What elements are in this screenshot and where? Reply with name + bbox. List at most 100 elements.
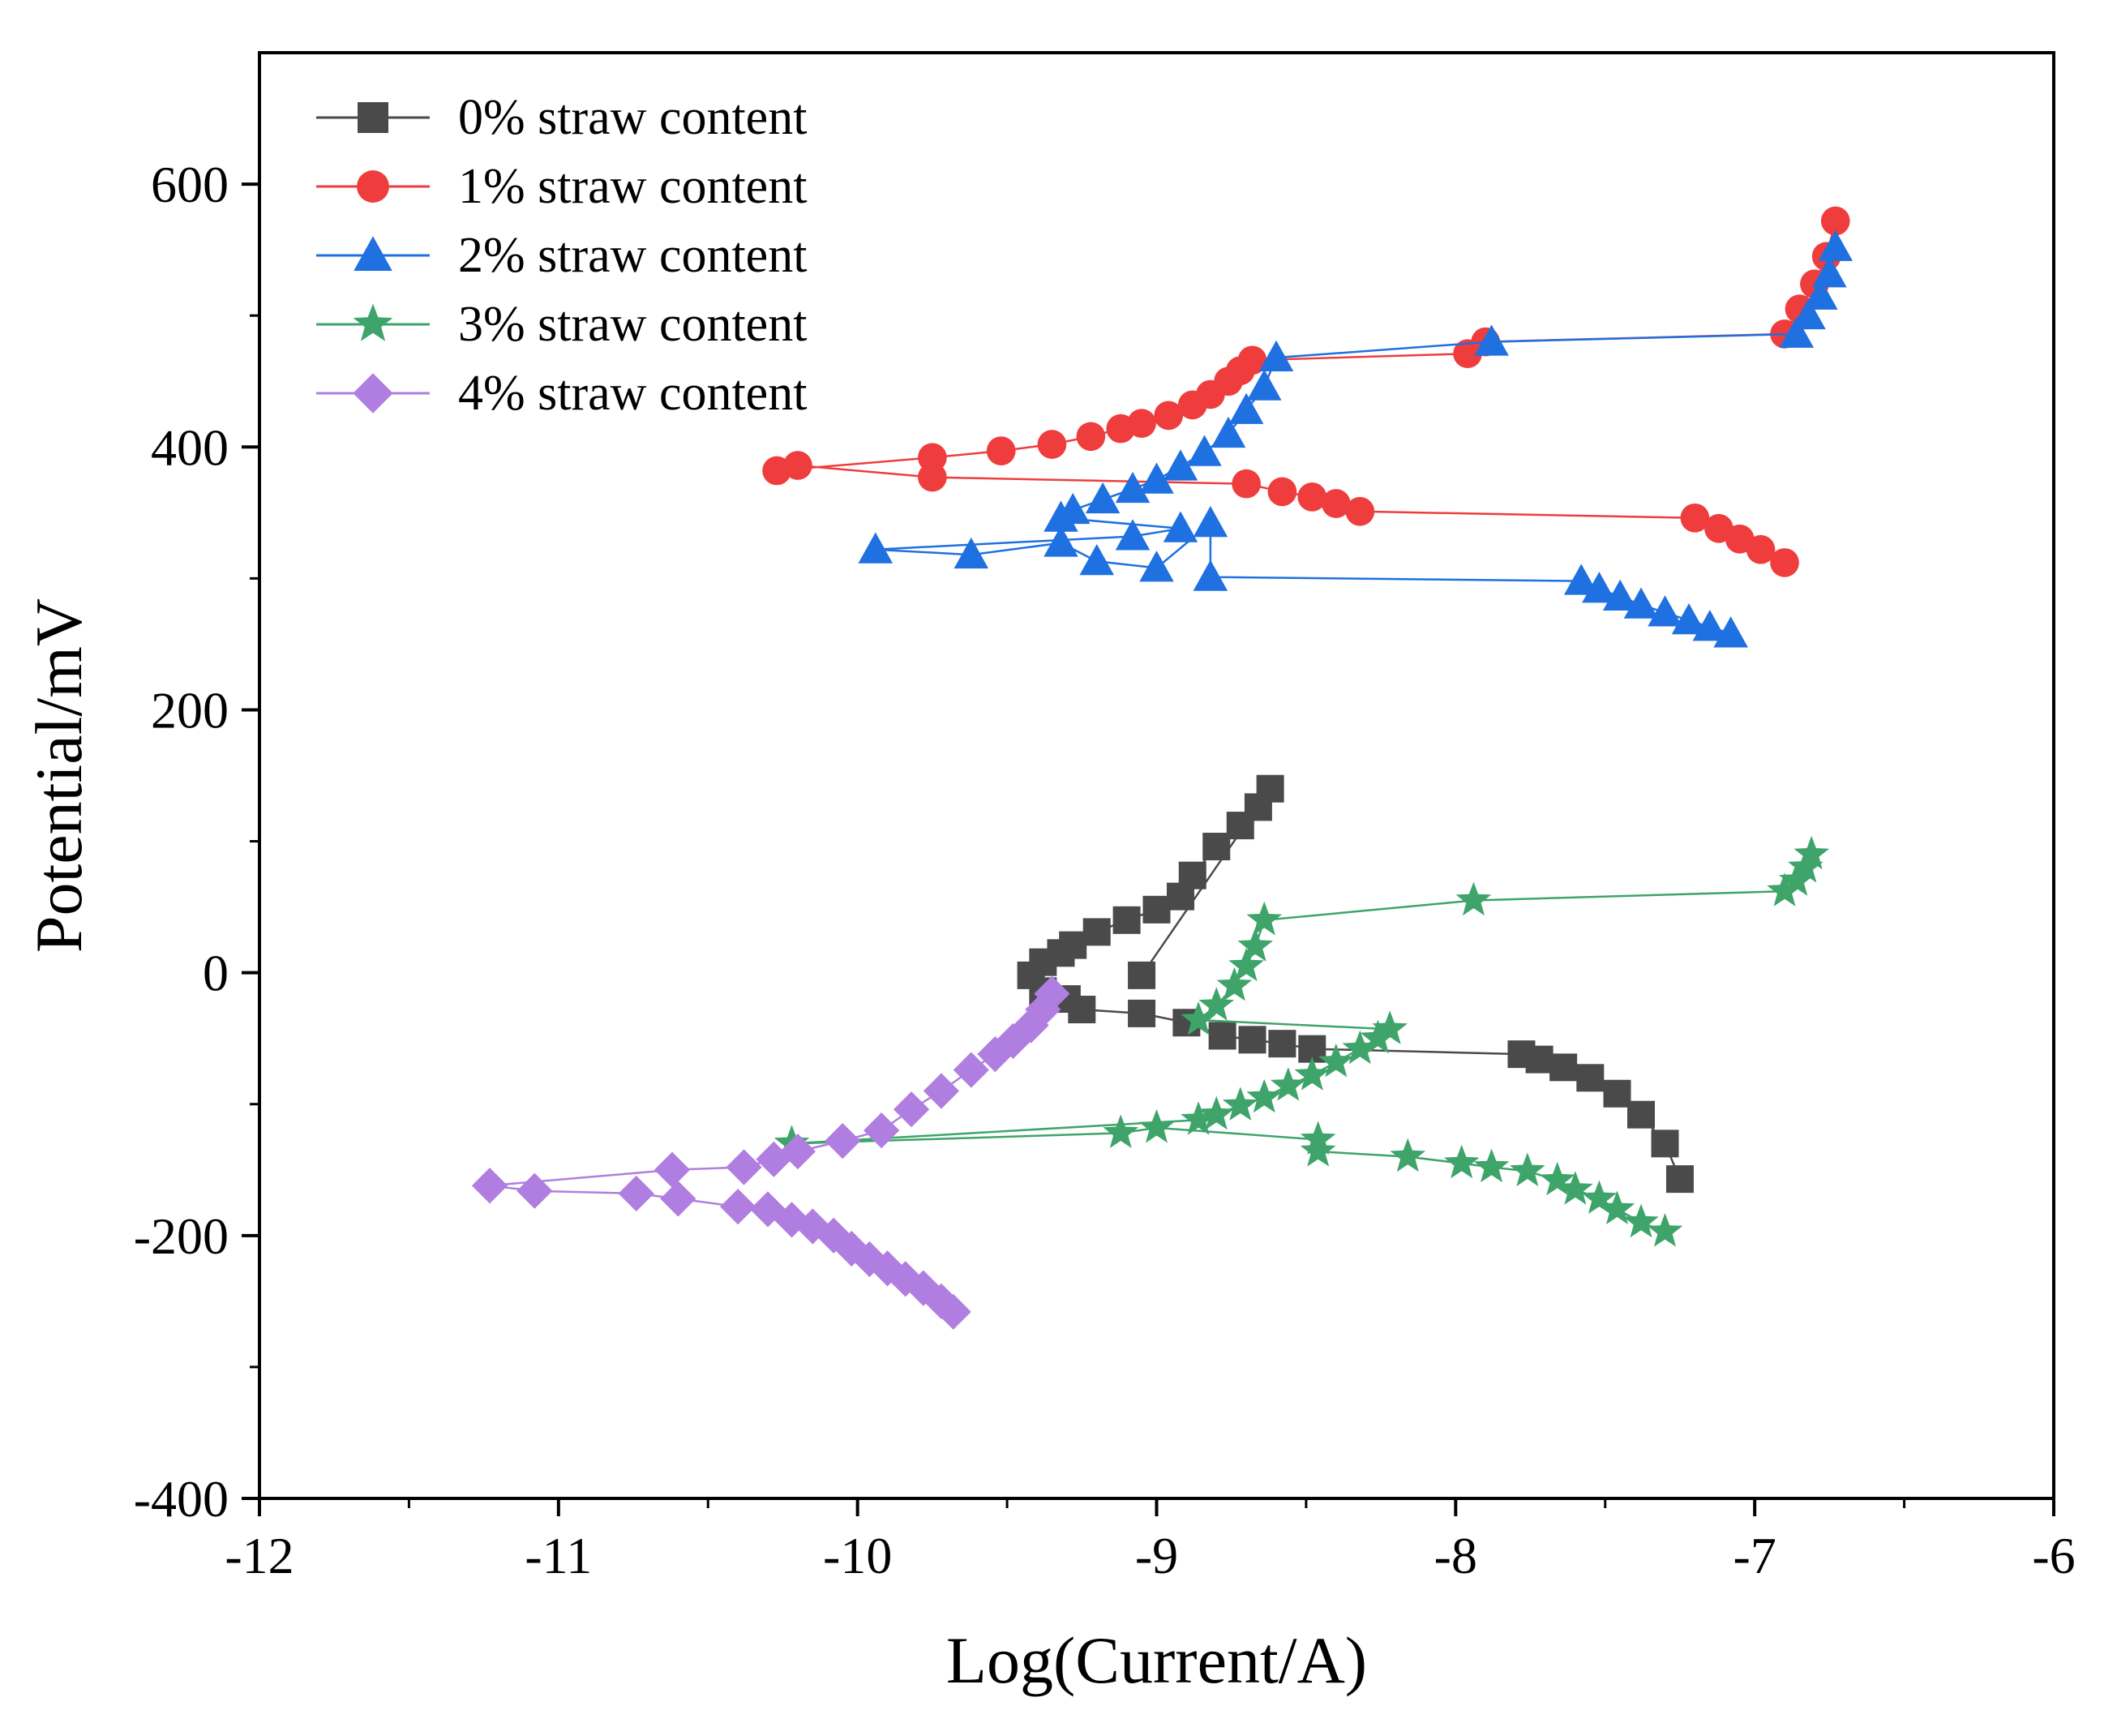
data-point xyxy=(858,532,894,564)
data-point xyxy=(1474,324,1509,356)
data-point xyxy=(1582,572,1617,603)
legend-item-3: 3% straw content xyxy=(316,297,807,352)
data-point xyxy=(1128,999,1156,1027)
data-point xyxy=(1812,256,1847,288)
series-2 xyxy=(858,229,1853,648)
x-tick-label: -12 xyxy=(225,1527,294,1584)
data-point xyxy=(1187,435,1222,466)
data-point xyxy=(1198,1095,1235,1130)
data-point xyxy=(1055,492,1091,525)
data-point xyxy=(1181,1101,1216,1135)
x-axis-title: Log(Current/A) xyxy=(946,1623,1367,1697)
data-point xyxy=(953,1052,989,1088)
data-point xyxy=(1103,1114,1139,1148)
data-point xyxy=(1294,1057,1331,1091)
data-point xyxy=(1216,967,1253,1001)
y-tick-label: 0 xyxy=(203,945,229,1002)
legend-marker xyxy=(357,170,389,203)
data-point xyxy=(1178,861,1206,889)
y-axis-title: Potential/mV xyxy=(22,598,96,953)
data-point xyxy=(1671,602,1707,635)
data-point xyxy=(1623,587,1659,619)
data-point xyxy=(1163,449,1198,481)
data-point xyxy=(1510,1152,1545,1186)
y-tick-label: -400 xyxy=(134,1470,229,1528)
data-point xyxy=(1076,422,1106,452)
x-tick-label: -9 xyxy=(1135,1527,1178,1584)
data-point xyxy=(1549,1053,1578,1082)
legend-label: 4% straw content xyxy=(458,366,807,421)
data-point xyxy=(1044,525,1078,557)
data-point xyxy=(1154,401,1184,431)
data-point xyxy=(1321,489,1351,518)
data-point xyxy=(1318,1043,1354,1078)
data-point xyxy=(1342,1030,1378,1065)
data-point xyxy=(1627,1100,1656,1129)
data-point xyxy=(1256,774,1284,803)
data-point xyxy=(1193,506,1228,538)
data-point xyxy=(1300,1133,1336,1167)
data-point xyxy=(1665,1165,1694,1194)
data-point xyxy=(1079,544,1114,576)
legend-label: 1% straw content xyxy=(458,159,807,214)
data-point xyxy=(1647,1213,1683,1247)
data-point xyxy=(1623,1203,1659,1238)
data-point xyxy=(1271,1067,1306,1101)
legend-marker xyxy=(358,102,388,133)
data-point xyxy=(1372,1010,1408,1044)
data-point xyxy=(825,1123,861,1159)
data-point xyxy=(986,436,1016,465)
series-0 xyxy=(1017,774,1694,1194)
data-point xyxy=(864,1112,900,1149)
data-point xyxy=(654,1151,691,1188)
data-point xyxy=(905,1270,941,1306)
data-point xyxy=(1803,278,1838,310)
data-point xyxy=(779,1133,816,1170)
data-point xyxy=(1202,833,1231,861)
data-point xyxy=(1443,1144,1480,1179)
data-point xyxy=(1138,1109,1175,1143)
data-point xyxy=(1115,519,1151,551)
data-point xyxy=(1267,477,1297,507)
data-point xyxy=(1793,835,1830,870)
legend-item-0: 0% straw content xyxy=(316,90,807,145)
data-point xyxy=(1345,496,1375,526)
x-tick-label: -7 xyxy=(1733,1527,1776,1584)
data-point xyxy=(1563,564,1599,595)
data-point xyxy=(762,456,791,486)
legend-label: 0% straw content xyxy=(458,90,807,145)
data-point xyxy=(1082,918,1111,946)
data-point xyxy=(1767,872,1802,907)
data-point xyxy=(1258,340,1294,372)
data-point xyxy=(1228,392,1264,424)
data-point xyxy=(1142,895,1171,924)
data-point xyxy=(1246,901,1283,936)
data-point xyxy=(1059,931,1087,959)
legend-item-2: 2% straw content xyxy=(316,228,807,283)
data-point xyxy=(1651,1129,1679,1158)
data-point xyxy=(1791,298,1826,330)
data-point xyxy=(1300,1121,1336,1155)
legend-label: 3% straw content xyxy=(458,297,807,352)
data-point xyxy=(1139,462,1174,494)
axis-ticks-layer: -12 -11 -10 -9 -8 -7 -6 -400 -200 0 200 400 600 xyxy=(134,156,2076,1584)
legend-marker xyxy=(353,303,393,341)
data-point xyxy=(1237,928,1273,962)
data-point xyxy=(660,1181,696,1217)
data-point xyxy=(471,1168,508,1204)
data-point xyxy=(1390,1138,1426,1172)
data-point xyxy=(893,1091,930,1128)
data-point xyxy=(1246,1078,1283,1113)
data-point xyxy=(1034,975,1070,1012)
x-tick-label: -11 xyxy=(525,1527,592,1584)
data-point xyxy=(1603,1079,1631,1108)
data-point xyxy=(1576,1064,1605,1092)
data-point xyxy=(1680,503,1710,533)
data-point xyxy=(1128,961,1156,989)
legend-label: 2% straw content xyxy=(458,228,807,283)
data-point xyxy=(1599,1190,1635,1224)
data-point xyxy=(516,1172,553,1209)
data-point xyxy=(1558,1171,1593,1205)
